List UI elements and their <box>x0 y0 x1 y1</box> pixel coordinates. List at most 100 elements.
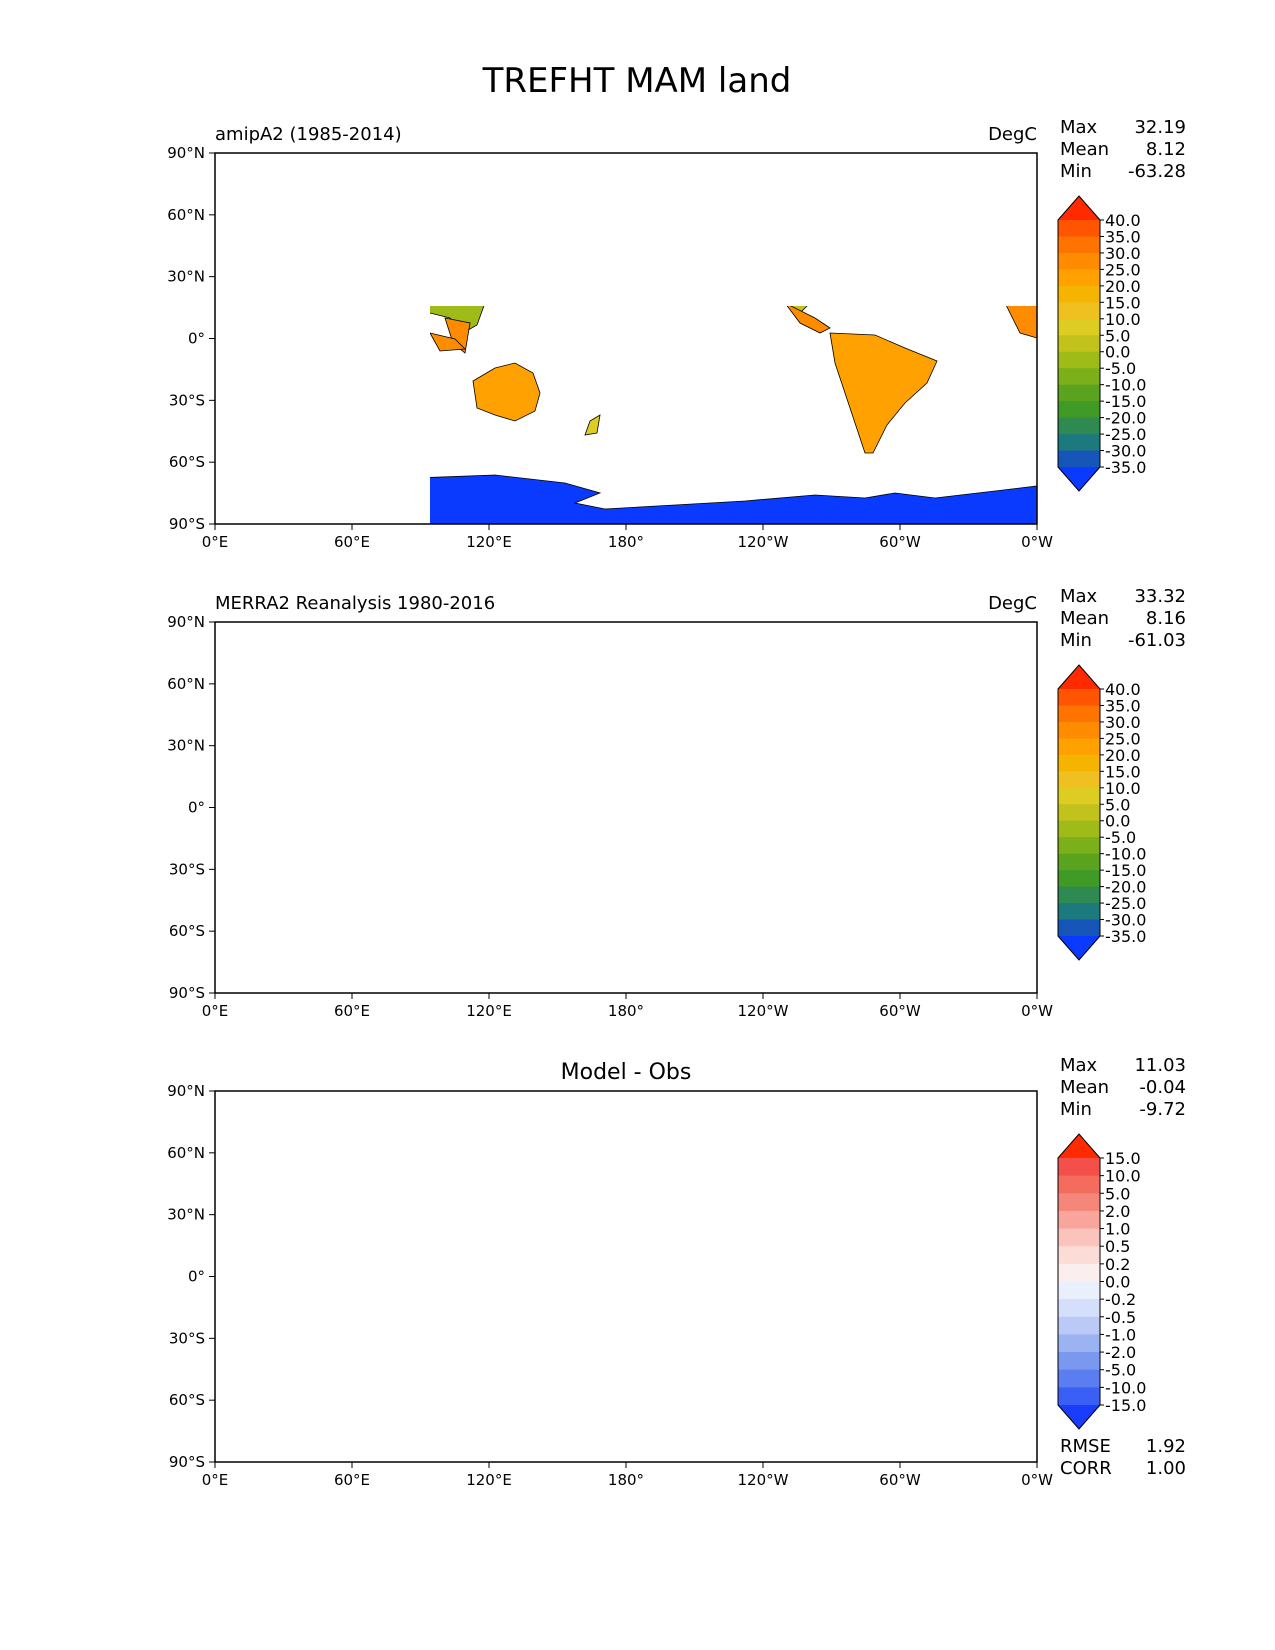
lon-tick-label: 60°W <box>879 533 921 551</box>
lat-tick-label: 30°N <box>167 268 205 286</box>
colorbar-swatch <box>1058 318 1100 336</box>
lat-tick-label: 90°N <box>167 144 205 162</box>
stat-value: 32.19 <box>1134 117 1186 138</box>
colorbar-extend-min <box>1058 936 1100 960</box>
lat-tick-label: 60°N <box>167 675 205 693</box>
colorbar: 40.035.030.025.020.015.010.05.00.0-5.0-1… <box>1057 195 1146 492</box>
colorbar-label: 0.2 <box>1105 1255 1130 1274</box>
colorbar-label: -25.0 <box>1105 425 1146 444</box>
colorbar-swatch <box>1058 787 1100 805</box>
lat-tick-label: 90°N <box>167 1082 205 1100</box>
colorbar-label: -30.0 <box>1105 911 1146 930</box>
colorbar-swatch <box>1058 1299 1100 1318</box>
lon-tick-label: 120°W <box>738 1002 789 1020</box>
stat-label: Max <box>1060 586 1098 607</box>
colorbar-swatch <box>1058 886 1100 904</box>
panel-left-title: MERRA2 Reanalysis 1980-2016 <box>215 593 495 614</box>
panel-units: DegC <box>988 124 1037 145</box>
colorbar-label: 0.5 <box>1105 1237 1130 1256</box>
colorbar-swatch <box>1058 1334 1100 1353</box>
colorbar-swatch <box>1058 820 1100 838</box>
colorbar-swatch <box>1058 870 1100 888</box>
land-nz <box>584 414 601 436</box>
lon-tick-label: 120°E <box>466 1471 512 1489</box>
colorbar-swatch <box>1058 919 1100 937</box>
colorbar-label: -10.0 <box>1105 376 1146 395</box>
colorbar-label: 10.0 <box>1105 779 1141 798</box>
colorbar-swatch <box>1058 1193 1100 1212</box>
colorbar-swatch <box>1058 705 1100 723</box>
lon-tick-label: 180° <box>608 533 644 551</box>
lat-tick-label: 30°N <box>167 737 205 755</box>
stat-label: Mean <box>1060 1077 1109 1098</box>
lat-tick-label: 60°N <box>167 206 205 224</box>
stat-label: Min <box>1060 161 1092 182</box>
colorbar-swatch <box>1058 738 1100 756</box>
map-panel-ref: 90°N 60°N 30°N 0° 30°S 60°S 90°S0°E 60°E 120°E 18… <box>167 586 1186 1020</box>
colorbar-label: 5.0 <box>1105 1184 1130 1203</box>
colorbar-label: 40.0 <box>1105 211 1141 230</box>
colorbar-label: -20.0 <box>1105 409 1146 428</box>
land-camerica <box>786 306 831 334</box>
stat-label: Mean <box>1060 608 1109 629</box>
panels-container: 90°N60°N30°N0°30°S60°S90°S0°E 60°E 120°E 18… <box>167 117 1186 1489</box>
land-westafrica <box>1006 306 1038 339</box>
colorbar-label: -1.0 <box>1105 1325 1136 1344</box>
lon-tick-label: 60°W <box>879 1002 921 1020</box>
colorbar-label: 35.0 <box>1105 696 1141 715</box>
panel-units: DegC <box>988 593 1037 614</box>
colorbar-label: -15.0 <box>1105 1396 1146 1415</box>
land-australia <box>472 362 541 422</box>
colorbar-label: 5.0 <box>1105 326 1130 345</box>
lat-tick-label: 90°S <box>169 984 205 1002</box>
colorbar-label: -35.0 <box>1105 927 1146 946</box>
colorbar-label: -10.0 <box>1105 1378 1146 1397</box>
stat-label: Min <box>1060 1099 1092 1120</box>
stat-value: -61.03 <box>1128 630 1186 651</box>
lon-tick-label: 60°E <box>334 533 370 551</box>
colorbar-swatch <box>1058 417 1100 435</box>
lat-tick-label: 30°S <box>169 860 205 878</box>
colorbar-swatch <box>1058 368 1100 386</box>
stat-value: 1.00 <box>1146 1458 1186 1479</box>
lat-tick-label: 90°S <box>169 1453 205 1471</box>
colorbar-label: 15.0 <box>1105 1149 1141 1168</box>
colorbar: 40.035.030.025.020.015.010.05.00.0-5.0-1… <box>1057 664 1146 961</box>
figure-title: TREFHT MAM land <box>482 61 792 101</box>
lat-tick-label: 90°S <box>169 515 205 533</box>
lat-tick-label: 60°S <box>169 1391 205 1409</box>
stat-value: -0.04 <box>1139 1077 1186 1098</box>
colorbar-label: 35.0 <box>1105 227 1141 246</box>
colorbar-label: -20.0 <box>1105 878 1146 897</box>
colorbar-label: -0.5 <box>1105 1308 1136 1327</box>
lon-tick-label: 60°W <box>879 1471 921 1489</box>
lon-tick-label: 0°E <box>202 1471 229 1489</box>
colorbar-swatch <box>1058 1263 1100 1282</box>
colorbar-label: 30.0 <box>1105 244 1141 263</box>
map-background <box>215 1091 1037 1462</box>
colorbar-label: 20.0 <box>1105 277 1141 296</box>
map-panel-diff: 90°N 60°N 30°N 0° 30°S 60°S 90°S0°E 60°E 120°E 18… <box>167 1055 1186 1489</box>
colorbar-label: 20.0 <box>1105 746 1141 765</box>
colorbar-swatch <box>1058 853 1100 871</box>
colorbar-swatch <box>1058 754 1100 772</box>
lat-tick-label: 60°N <box>167 1144 205 1162</box>
colorbar-swatch <box>1058 220 1100 237</box>
lat-tick-label: 30°S <box>169 391 205 409</box>
colorbar-swatch <box>1058 434 1100 452</box>
colorbar-label: -0.2 <box>1105 1290 1136 1309</box>
colorbar-label: -5.0 <box>1105 359 1136 378</box>
colorbar-extend-min <box>1058 1405 1100 1429</box>
panel-left-title: amipA2 (1985-2014) <box>215 124 402 145</box>
colorbar-label: 40.0 <box>1105 680 1141 699</box>
colorbar-label: -10.0 <box>1105 845 1146 864</box>
colorbar-label: -5.0 <box>1105 828 1136 847</box>
stat-value: -63.28 <box>1128 161 1186 182</box>
stat-label: Mean <box>1060 139 1109 160</box>
colorbar: 15.010.05.02.01.00.50.20.0-0.2-0.5-1.0-2… <box>1057 1133 1146 1430</box>
land-indonesia <box>430 332 466 352</box>
land-samerica <box>829 332 938 454</box>
colorbar-swatch <box>1058 1369 1100 1388</box>
stat-label: RMSE <box>1060 1436 1111 1457</box>
colorbar-swatch <box>1058 269 1100 287</box>
